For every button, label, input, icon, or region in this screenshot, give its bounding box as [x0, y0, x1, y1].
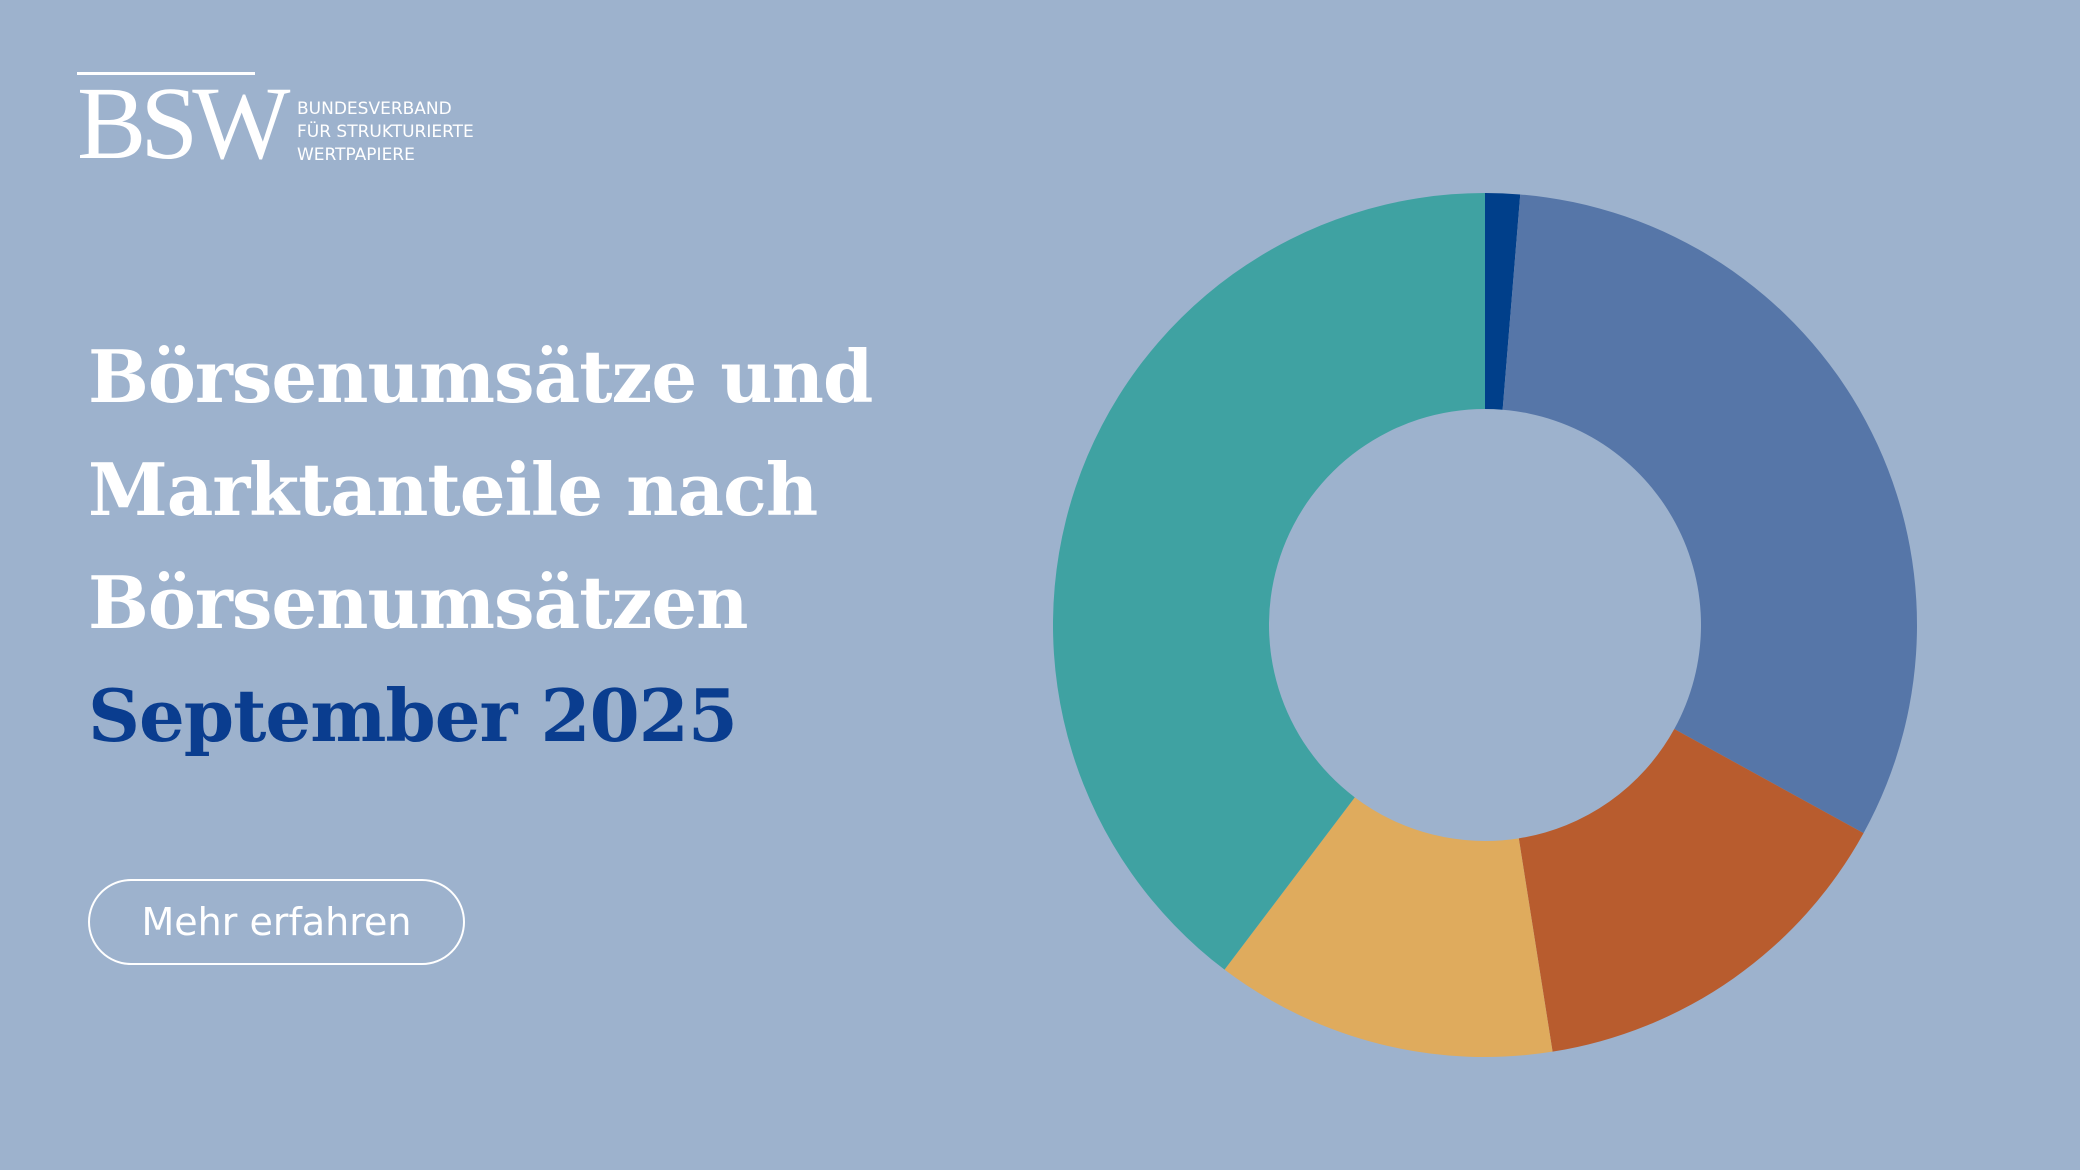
donut-slice-5	[1053, 193, 1485, 970]
donut-chart	[1053, 193, 1917, 1057]
donut-slice-3	[1518, 729, 1864, 1052]
donut-slice-1	[1485, 193, 1521, 410]
learn-more-button[interactable]: Mehr erfahren	[88, 879, 465, 965]
donut-slice-2	[1502, 194, 1917, 834]
logo-line-1: BUNDESVERBAND	[297, 99, 452, 119]
logo-line-3: WERTPAPIERE	[297, 145, 415, 165]
title-line-3: Börsenumsätzen	[88, 560, 749, 645]
title-line-1: Börsenumsätze und	[88, 334, 873, 419]
title-date: September 2025	[88, 673, 738, 758]
title-line-2: Marktanteile nach	[88, 447, 818, 532]
logo-rule	[77, 72, 255, 75]
donut-slices	[1053, 193, 1917, 1057]
logo-mark: BSW	[77, 66, 290, 181]
logo-line-2: FÜR STRUKTURIERTE	[297, 122, 474, 142]
logo-wordmark: BUNDESVERBAND FÜR STRUKTURIERTE WERTPAPI…	[297, 98, 474, 167]
page-title: Börsenumsätze und Marktanteile nach Börs…	[88, 320, 873, 772]
bsw-logo[interactable]: BSW BUNDESVERBAND FÜR STRUKTURIERTE WERT…	[77, 70, 497, 176]
donut-slice-4	[1224, 797, 1553, 1057]
